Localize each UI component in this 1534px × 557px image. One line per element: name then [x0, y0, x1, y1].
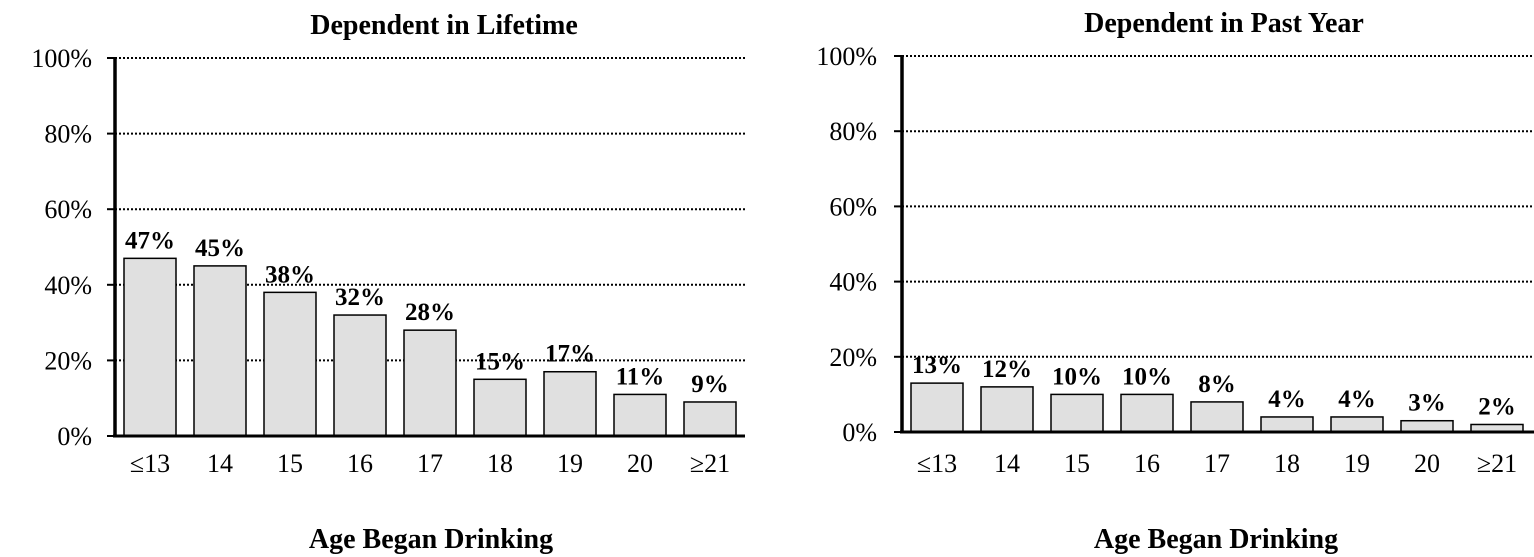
x-tick-label: 14: [207, 449, 233, 478]
chart-panel-lifetime: Dependent in Lifetime Age Began Drinking…: [31, 10, 745, 555]
chart-title: Dependent in Lifetime: [310, 10, 578, 41]
bar: [1120, 393, 1174, 433]
data-label: 13%: [912, 352, 962, 379]
data-label: 4%: [1338, 386, 1376, 413]
bar: [403, 329, 457, 437]
data-label: 17%: [545, 341, 595, 368]
data-label: 4%: [1268, 386, 1306, 413]
x-tick-label: 15: [277, 449, 303, 478]
x-tick-label: 18: [487, 449, 513, 478]
x-tick-label: ≤13: [130, 449, 170, 478]
bar: [1050, 393, 1104, 433]
chart-panel-past-year: Dependent in Past Year Age Began Drinkin…: [816, 8, 1534, 555]
bar: [263, 291, 317, 437]
data-label: 12%: [982, 356, 1032, 383]
data-label: 11%: [616, 363, 665, 390]
y-tick-label: 80%: [829, 117, 877, 146]
x-tick-label: 17: [417, 449, 443, 478]
x-tick-label: 16: [347, 449, 373, 478]
bar: [333, 314, 387, 437]
x-tick-label: 20: [1414, 449, 1440, 478]
bar: [1190, 401, 1244, 433]
y-tick-label: 0%: [57, 422, 92, 451]
chart-title: Dependent in Past Year: [1084, 8, 1364, 39]
y-tick-label: 20%: [44, 346, 92, 375]
bar: [543, 370, 597, 437]
bar: [1260, 416, 1314, 433]
bar: [1400, 419, 1454, 433]
y-tick-label: 60%: [44, 195, 92, 224]
x-axis-label: Age Began Drinking: [1094, 524, 1338, 555]
data-label: 47%: [125, 227, 175, 254]
data-label: 15%: [475, 348, 525, 375]
data-label: 3%: [1408, 390, 1446, 417]
x-tick-label: ≥21: [690, 449, 730, 478]
data-label: 10%: [1122, 363, 1172, 390]
x-tick-label: 17: [1204, 449, 1230, 478]
x-tick-label: 19: [1344, 449, 1370, 478]
bar: [193, 265, 247, 437]
data-label: 28%: [405, 299, 455, 326]
y-tick-label: 80%: [44, 120, 92, 149]
y-tick-label: 100%: [31, 44, 92, 73]
y-tick-label: 0%: [842, 418, 877, 447]
bar: [910, 382, 964, 433]
bar: [473, 378, 527, 437]
data-label: 38%: [265, 261, 315, 288]
data-label: 10%: [1052, 363, 1102, 390]
data-label: 45%: [195, 235, 245, 262]
y-tick-label: 40%: [829, 268, 877, 297]
x-tick-label: 18: [1274, 449, 1300, 478]
x-tick-label: ≤13: [917, 449, 957, 478]
x-tick-label: 19: [557, 449, 583, 478]
data-label: 2%: [1478, 393, 1516, 420]
x-axis-label: Age Began Drinking: [309, 524, 553, 555]
x-tick-label: 14: [994, 449, 1020, 478]
y-tick-label: 60%: [829, 192, 877, 221]
y-tick-label: 100%: [816, 42, 877, 71]
data-label: 32%: [335, 284, 385, 311]
bar: [123, 257, 177, 437]
data-label: 9%: [691, 371, 729, 398]
bar: [980, 386, 1034, 433]
x-tick-label: ≥21: [1477, 449, 1517, 478]
data-label: 8%: [1198, 371, 1236, 398]
y-tick-label: 20%: [829, 343, 877, 372]
bar: [613, 393, 667, 437]
bar: [683, 401, 737, 437]
x-tick-label: 20: [627, 449, 653, 478]
y-tick-label: 40%: [44, 271, 92, 300]
x-tick-label: 16: [1134, 449, 1160, 478]
x-tick-label: 15: [1064, 449, 1090, 478]
bar: [1330, 416, 1384, 433]
